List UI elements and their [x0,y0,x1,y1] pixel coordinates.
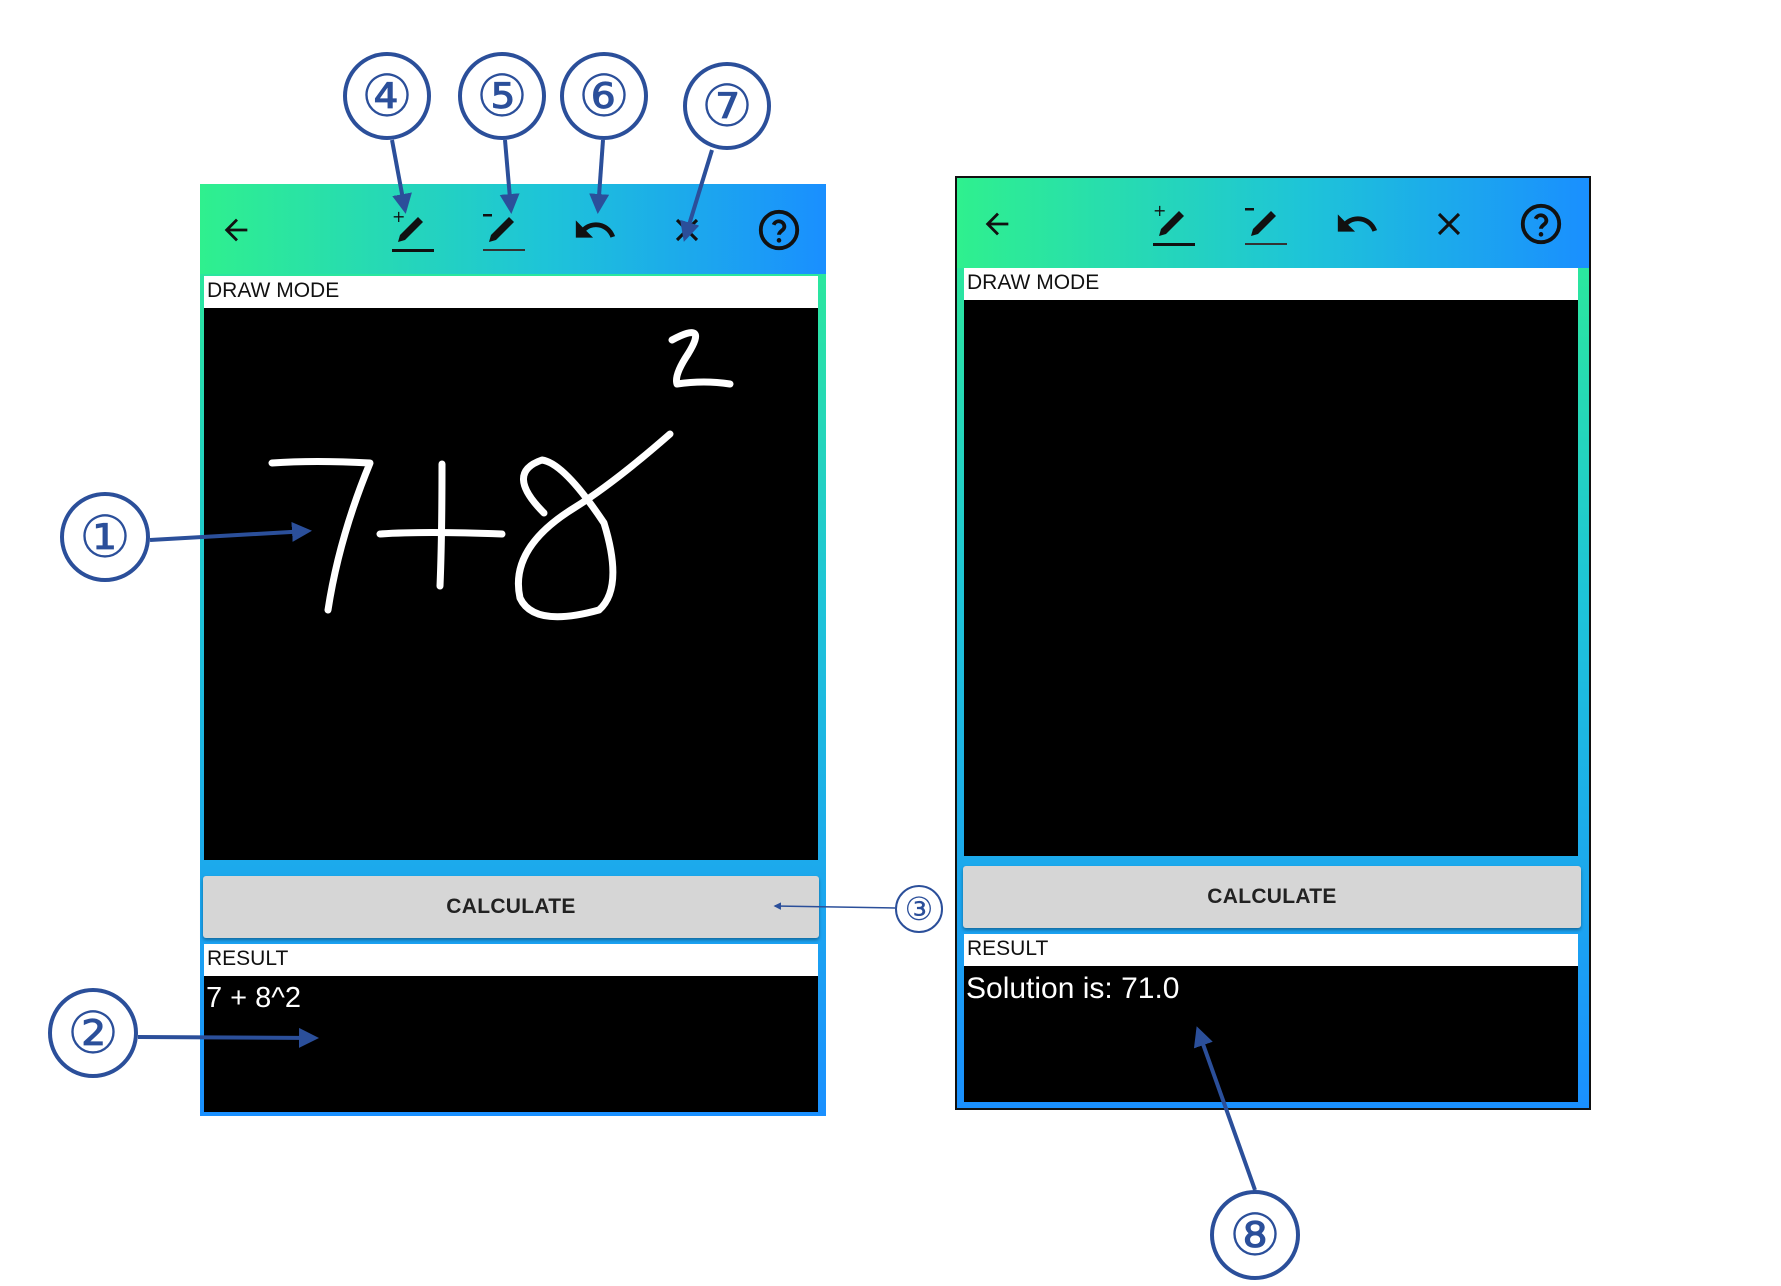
pen-minus-icon [483,214,525,251]
handwritten-expression [268,329,734,621]
result-panel: 7 + 8^2 [204,976,818,1112]
result-text: Solution is: 71.0 [966,972,1180,1005]
close-icon [675,218,699,242]
pen-plus-icon: + [392,207,434,252]
undo-button[interactable] [569,204,621,256]
callout-7: ⑦ [683,62,771,150]
drawing-canvas[interactable] [964,300,1578,856]
pen-plus-button[interactable]: + [386,204,438,256]
callout-3: ③ [895,885,943,933]
draw-mode-label: DRAW MODE [964,268,1578,300]
draw-mode-label: DRAW MODE [204,276,818,308]
callout-6: ⑥ [560,52,648,140]
callout-5: ⑤ [458,52,546,140]
pen-plus-icon: + [1153,201,1195,246]
right-screen: + DRAW MODE CALCULATE RESULT [955,176,1591,1110]
calculate-button[interactable]: CALCULATE [203,876,819,938]
calculate-button[interactable]: CALCULATE [963,866,1581,928]
clear-button[interactable] [1423,198,1475,250]
close-icon [1437,212,1461,236]
pen-plus-button[interactable]: + [1147,198,1199,250]
pen-minus-icon [1245,208,1287,245]
result-text: 7 + 8^2 [206,982,302,1014]
back-arrow-icon [985,212,1009,236]
drawing-canvas[interactable] [204,308,818,860]
app-bar: + [200,184,826,274]
result-label: RESULT [204,944,818,976]
undo-icon [1337,214,1378,232]
left-screen: + DRAW MODE [200,184,826,1116]
undo-icon [575,220,616,238]
help-icon [1520,203,1562,245]
pen-minus-button[interactable] [1239,198,1291,250]
help-button[interactable] [753,204,805,256]
callout-2: ② [48,988,138,1078]
svg-text:+: + [392,207,405,226]
help-icon [758,209,800,251]
back-arrow-icon [224,218,248,242]
back-button[interactable] [971,198,1023,250]
pen-minus-button[interactable] [477,204,529,256]
back-button[interactable] [210,204,262,256]
svg-text:+: + [1153,201,1166,220]
help-button[interactable] [1515,198,1567,250]
result-panel: Solution is: 71.0 [964,966,1578,1102]
clear-button[interactable] [661,204,713,256]
callout-8: ⑧ [1210,1190,1300,1280]
app-bar: + [957,178,1589,268]
callout-1: ① [60,492,150,582]
undo-button[interactable] [1331,198,1383,250]
callout-4: ④ [343,52,431,140]
result-label: RESULT [964,934,1578,966]
